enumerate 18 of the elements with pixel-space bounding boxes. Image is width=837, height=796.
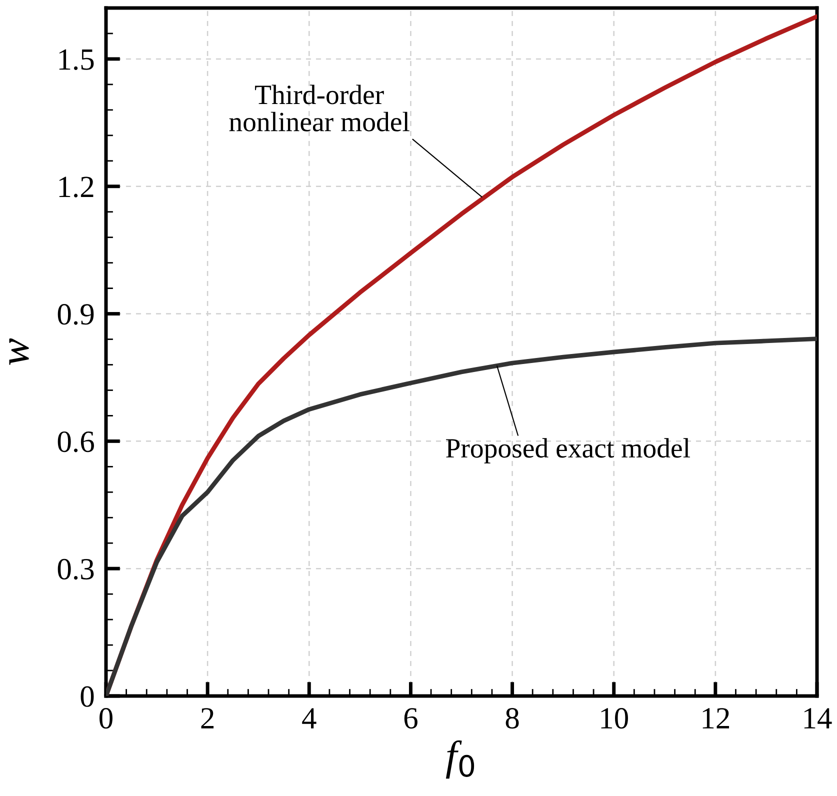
x-tick-label: 0 (100, 708, 112, 729)
annotation: Third-order nonlinear model (229, 84, 410, 132)
y-tick-label: 0.6 (58, 431, 94, 452)
x-tick-label: 2 (201, 708, 214, 728)
y-tick-label: 0 (80, 686, 94, 707)
x-tick-label: 4 (302, 708, 316, 728)
x-tick-label: 8 (506, 708, 519, 729)
y-tick-label: 1.2 (59, 176, 94, 198)
x-axis-title: f$_{0}$ (446, 740, 474, 779)
y-tick-label: 0.9 (58, 304, 94, 325)
annotation: Proposed exact model (446, 438, 690, 464)
x-tick-label: 6 (404, 708, 418, 729)
y-tick-label: 1.5 (59, 49, 94, 70)
y-axis-title: w (9, 338, 29, 365)
x-tick-label: 12 (702, 708, 730, 728)
y-tick-label: 0.3 (58, 558, 94, 580)
x-tick-label: 14 (804, 708, 832, 728)
x-tick-label: 10 (601, 708, 628, 729)
